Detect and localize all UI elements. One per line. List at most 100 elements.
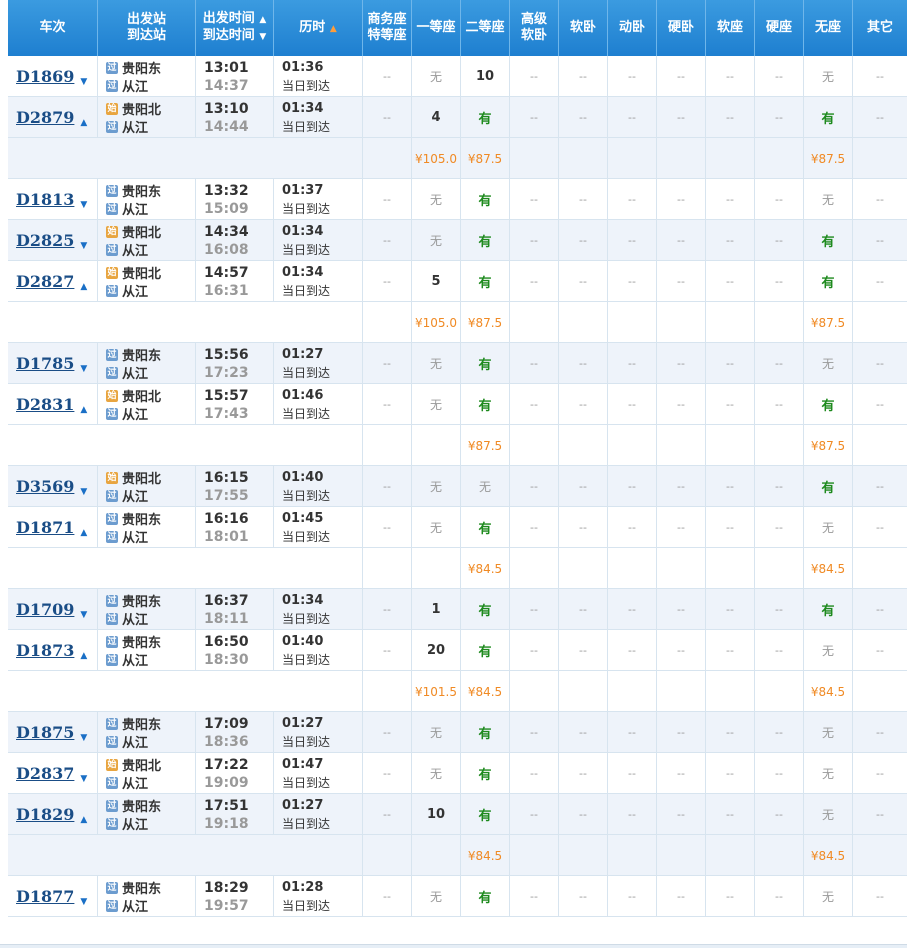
header-duration[interactable]: 历时 ▲ [274,0,363,56]
from-station-name[interactable]: 贵阳东 [122,800,162,815]
from-station-name[interactable]: 贵阳东 [122,882,162,897]
seat-second[interactable]: 无 [461,466,510,507]
expand-stops-icon[interactable]: ▼ [80,609,88,620]
header-train[interactable]: 车次 [8,0,98,56]
seat-first[interactable]: 无 [412,343,461,384]
train-number-link[interactable]: D1873 [16,641,75,660]
seat-standing[interactable]: 无 [804,56,853,97]
to-station-name[interactable]: 从江 [122,818,149,833]
train-number-link[interactable]: D2831 [16,395,75,414]
from-station-name[interactable]: 贵阳东 [122,185,162,200]
header-arr-sort[interactable]: 到达时间 ▼ [203,28,266,45]
seat-first[interactable]: 10 [412,794,461,835]
seat-first[interactable]: 1 [412,589,461,630]
train-number-link[interactable]: D2879 [16,108,75,127]
collapse-stops-icon[interactable]: ▲ [80,281,88,292]
seat-second[interactable]: 有 [461,220,510,261]
to-station-name[interactable]: 从江 [122,654,149,669]
train-number-link[interactable]: D1869 [16,67,75,86]
to-station-name[interactable]: 从江 [122,203,149,218]
seat-second[interactable]: 有 [461,589,510,630]
seat-first[interactable]: 无 [412,179,461,220]
seat-second[interactable]: 10 [461,56,510,97]
seat-first[interactable]: 无 [412,384,461,425]
expand-stops-icon[interactable]: ▼ [80,732,88,743]
seat-second[interactable]: 有 [461,179,510,220]
seat-standing[interactable]: 无 [804,507,853,548]
seat-second[interactable]: 有 [461,753,510,794]
header-dep-sort[interactable]: 出发时间 ▲ [203,11,266,28]
train-number-link[interactable]: D1709 [16,600,75,619]
expand-stops-icon[interactable]: ▼ [80,486,88,497]
seat-first[interactable]: 无 [412,876,461,917]
to-station-name[interactable]: 从江 [122,900,149,915]
from-station-name[interactable]: 贵阳东 [122,595,162,610]
to-station-name[interactable]: 从江 [122,736,149,751]
seat-standing[interactable]: 有 [804,466,853,507]
from-station-name[interactable]: 贵阳北 [122,759,162,774]
seat-standing[interactable]: 无 [804,712,853,753]
to-station-name[interactable]: 从江 [122,244,149,259]
seat-second[interactable]: 有 [461,876,510,917]
seat-second[interactable]: 有 [461,507,510,548]
to-station-name[interactable]: 从江 [122,285,149,300]
from-station-name[interactable]: 贵阳东 [122,349,162,364]
train-number-link[interactable]: D2827 [16,272,75,291]
seat-first[interactable]: 无 [412,466,461,507]
seat-standing[interactable]: 无 [804,753,853,794]
train-number-link[interactable]: D1877 [16,887,75,906]
seat-first[interactable]: 4 [412,97,461,138]
train-number-link[interactable]: D2825 [16,231,75,250]
from-station-name[interactable]: 贵阳北 [122,267,162,282]
to-station-name[interactable]: 从江 [122,80,149,95]
from-station-name[interactable]: 贵阳东 [122,636,162,651]
seat-second[interactable]: 有 [461,343,510,384]
to-station-name[interactable]: 从江 [122,777,149,792]
seat-standing[interactable]: 有 [804,589,853,630]
from-station-name[interactable]: 贵阳北 [122,226,162,241]
seat-first[interactable]: 无 [412,220,461,261]
seat-standing[interactable]: 有 [804,220,853,261]
train-number-link[interactable]: D1829 [16,805,75,824]
expand-stops-icon[interactable]: ▼ [80,76,88,87]
expand-stops-icon[interactable]: ▼ [80,199,88,210]
expand-stops-icon[interactable]: ▼ [80,896,88,907]
collapse-stops-icon[interactable]: ▲ [80,814,88,825]
seat-first[interactable]: 无 [412,753,461,794]
collapse-stops-icon[interactable]: ▲ [80,117,88,128]
seat-first[interactable]: 无 [412,507,461,548]
to-station-name[interactable]: 从江 [122,490,149,505]
collapse-stops-icon[interactable]: ▲ [80,404,88,415]
from-station-name[interactable]: 贵阳东 [122,62,162,77]
seat-first[interactable]: 无 [412,56,461,97]
expand-stops-icon[interactable]: ▼ [80,240,88,251]
seat-second[interactable]: 有 [461,794,510,835]
from-station-name[interactable]: 贵阳东 [122,718,162,733]
seat-first[interactable]: 无 [412,712,461,753]
train-number-link[interactable]: D1785 [16,354,75,373]
seat-second[interactable]: 有 [461,630,510,671]
seat-standing[interactable]: 无 [804,630,853,671]
train-number-link[interactable]: D1871 [16,518,75,537]
from-station-name[interactable]: 贵阳东 [122,513,162,528]
seat-second[interactable]: 有 [461,384,510,425]
seat-standing[interactable]: 无 [804,794,853,835]
seat-standing[interactable]: 无 [804,876,853,917]
seat-second[interactable]: 有 [461,712,510,753]
train-number-link[interactable]: D3569 [16,477,75,496]
to-station-name[interactable]: 从江 [122,613,149,628]
from-station-name[interactable]: 贵阳北 [122,103,162,118]
collapse-stops-icon[interactable]: ▲ [80,527,88,538]
from-station-name[interactable]: 贵阳北 [122,390,162,405]
seat-standing[interactable]: 有 [804,97,853,138]
train-number-link[interactable]: D2837 [16,764,75,783]
header-times[interactable]: 出发时间 ▲ 到达时间 ▼ [196,0,274,56]
seat-standing[interactable]: 无 [804,179,853,220]
seat-second[interactable]: 有 [461,261,510,302]
seat-standing[interactable]: 有 [804,384,853,425]
seat-second[interactable]: 有 [461,97,510,138]
collapse-stops-icon[interactable]: ▲ [80,650,88,661]
train-number-link[interactable]: D1875 [16,723,75,742]
expand-stops-icon[interactable]: ▼ [80,363,88,374]
to-station-name[interactable]: 从江 [122,531,149,546]
